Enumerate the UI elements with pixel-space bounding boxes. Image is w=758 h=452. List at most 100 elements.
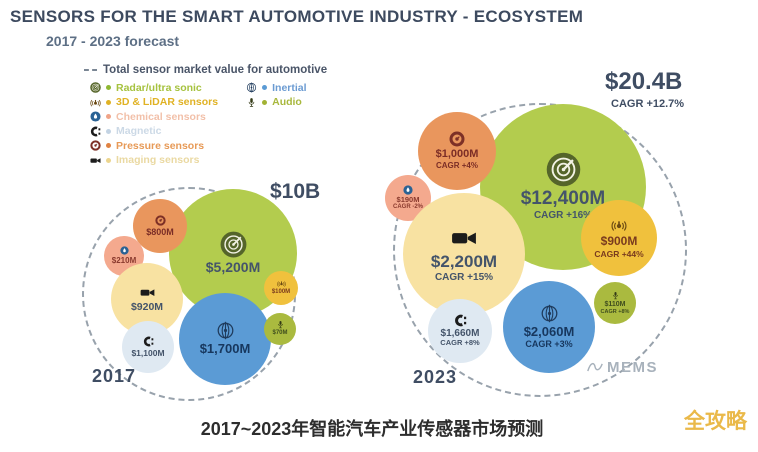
legend: Total sensor market value for automotive… [84, 64, 327, 167]
legend-bullet [106, 157, 111, 163]
bubble-2017-lidar: $100M [264, 271, 298, 305]
legend-items: Radar/ultra sonic 3D & LiDAR sensors Chemi… [90, 81, 327, 167]
bubble-value: $70M [272, 330, 288, 337]
bubble-value: $1,000M [435, 148, 479, 161]
bubble-value: $1,100M [131, 347, 165, 358]
legend-bullet [106, 143, 111, 149]
bubble-cagr: CAGR +8% [440, 338, 480, 348]
legend-item-label: 3D & LiDAR sensors [116, 96, 219, 109]
pressure-gauge-icon [154, 215, 166, 226]
lidar-icon [90, 97, 101, 108]
total-market-boundary-2023 [393, 103, 687, 397]
legend-item-audio: Audio [246, 96, 306, 110]
bubble-value: $1,660M [440, 327, 480, 339]
legend-item-chemical: Chemical sensors [90, 110, 218, 124]
legend-item-lidar: 3D & LiDAR sensors [90, 96, 218, 110]
legend-item-inertial: Inertial [246, 81, 307, 95]
bubble-value: $5,200M [205, 258, 261, 275]
bubble-value: $210M [111, 256, 137, 266]
bubble-2023-audio: $110M CAGR +8% [594, 282, 636, 324]
pressure-gauge-icon [90, 140, 101, 151]
lidar-icon [611, 217, 627, 233]
bubble-2017-chemical: $210M [104, 236, 144, 276]
legend-bullet [262, 99, 268, 105]
bubble-value: $2,060M [523, 324, 575, 340]
bubble-value: $110M [604, 300, 626, 308]
forecast-subtitle: 2017 - 2023 forecast [46, 33, 180, 49]
gyroscope-icon [246, 82, 257, 93]
bubble-value: $1,700M [199, 341, 251, 357]
camera-icon [451, 225, 477, 251]
legend-item-label: Pressure sensors [116, 139, 205, 152]
legend-column-2: Inertial Audio [246, 81, 307, 167]
mems-logo-text: MEMS [607, 359, 658, 376]
legend-bullet [106, 85, 111, 91]
legend-item-magnetic: Magnetic [90, 125, 218, 139]
bubble-2023-magnetic: $1,660M CAGR +8% [428, 299, 492, 363]
bubble-value: $920M [130, 300, 164, 313]
legend-item-label: Inertial [272, 81, 307, 94]
radar-icon [90, 82, 101, 94]
bubble-cagr: CAGR +3% [525, 339, 573, 350]
bubble-2017-audio: $70M [264, 313, 296, 345]
legend-bullet [106, 128, 111, 134]
bubble-2017-magnetic: $1,100M [122, 321, 174, 373]
bubble-value: $900M [600, 234, 638, 249]
bubble-2023-imaging: $2,200M CAGR +15% [403, 193, 525, 315]
legend-bullet [106, 114, 111, 120]
bubble-value: $100M [271, 289, 291, 296]
legend-bullet [262, 85, 268, 91]
caption: 2017~2023年智能汽车产业传感器市场预测 [200, 419, 544, 439]
watermark: 全攻略 [684, 410, 747, 433]
bubble-value: $800M [146, 226, 174, 237]
radar-icon [220, 231, 247, 258]
magnet-icon [90, 126, 101, 137]
lidar-icon [276, 279, 286, 288]
legend-column-1: Radar/ultra sonic 3D & LiDAR sensors Chemi… [90, 81, 218, 167]
mems-logo: MEMS [586, 359, 658, 376]
legend-item-label: Magnetic [116, 125, 162, 138]
bubble-value: $2,200M [430, 251, 498, 271]
gyroscope-icon [540, 304, 559, 323]
bubble-cagr: CAGR +44% [594, 248, 644, 259]
chemical-icon [90, 111, 101, 122]
bubble-cagr: CAGR -2% [392, 204, 423, 211]
total-market-value-2017: $10B [270, 180, 321, 203]
bubble-2023-lidar: $900M CAGR +44% [581, 200, 657, 276]
legend-bullet [106, 99, 111, 105]
chemical-icon [119, 246, 129, 255]
bubble-cagr: CAGR +8% [600, 308, 630, 315]
dashed-line-icon [84, 69, 97, 71]
chemical-icon [403, 184, 413, 195]
camera-icon [90, 155, 101, 166]
bubble-2023-inertial: $2,060M CAGR +3% [503, 281, 595, 373]
legend-item-label: Chemical sensors [116, 110, 206, 123]
legend-item-imaging: Imaging sensors [90, 154, 218, 168]
legend-item-label: Imaging sensors [116, 154, 200, 167]
bubble-value: $12,400M [520, 187, 606, 209]
legend-item-pressure: Pressure sensors [90, 139, 218, 153]
camera-icon [140, 285, 155, 300]
bubble-2017-inertial: $1,700M [179, 293, 271, 385]
radar-icon [546, 152, 581, 187]
year-label-2017: 2017 [92, 366, 137, 386]
legend-item-label: Radar/ultra sonic [116, 81, 202, 94]
total-market-cagr-2023: CAGR +12.7% [611, 98, 685, 110]
legend-header-label: Total sensor market value for automotive [103, 64, 328, 76]
year-label-2023: 2023 [413, 367, 458, 387]
pressure-gauge-icon [449, 131, 465, 147]
microphone-icon [611, 291, 620, 300]
bubble-2023-pressure: $1,000M CAGR +4% [418, 112, 496, 190]
microphone-icon [276, 320, 285, 329]
legend-header: Total sensor market value for automotive [84, 64, 327, 76]
page-title: SENSORS FOR THE SMART AUTOMOTIVE INDUSTR… [10, 7, 584, 26]
bubble-cagr: CAGR +4% [435, 161, 478, 171]
bubble-2017-pressure: $800M [133, 199, 187, 253]
mems-scribble-icon [587, 362, 603, 372]
magnet-icon [143, 336, 154, 347]
legend-item-radar: Radar/ultra sonic [90, 81, 218, 95]
bubble-cagr: CAGR +16% [533, 210, 593, 222]
bubble-value: $190M [396, 194, 420, 204]
microphone-icon [246, 97, 257, 108]
